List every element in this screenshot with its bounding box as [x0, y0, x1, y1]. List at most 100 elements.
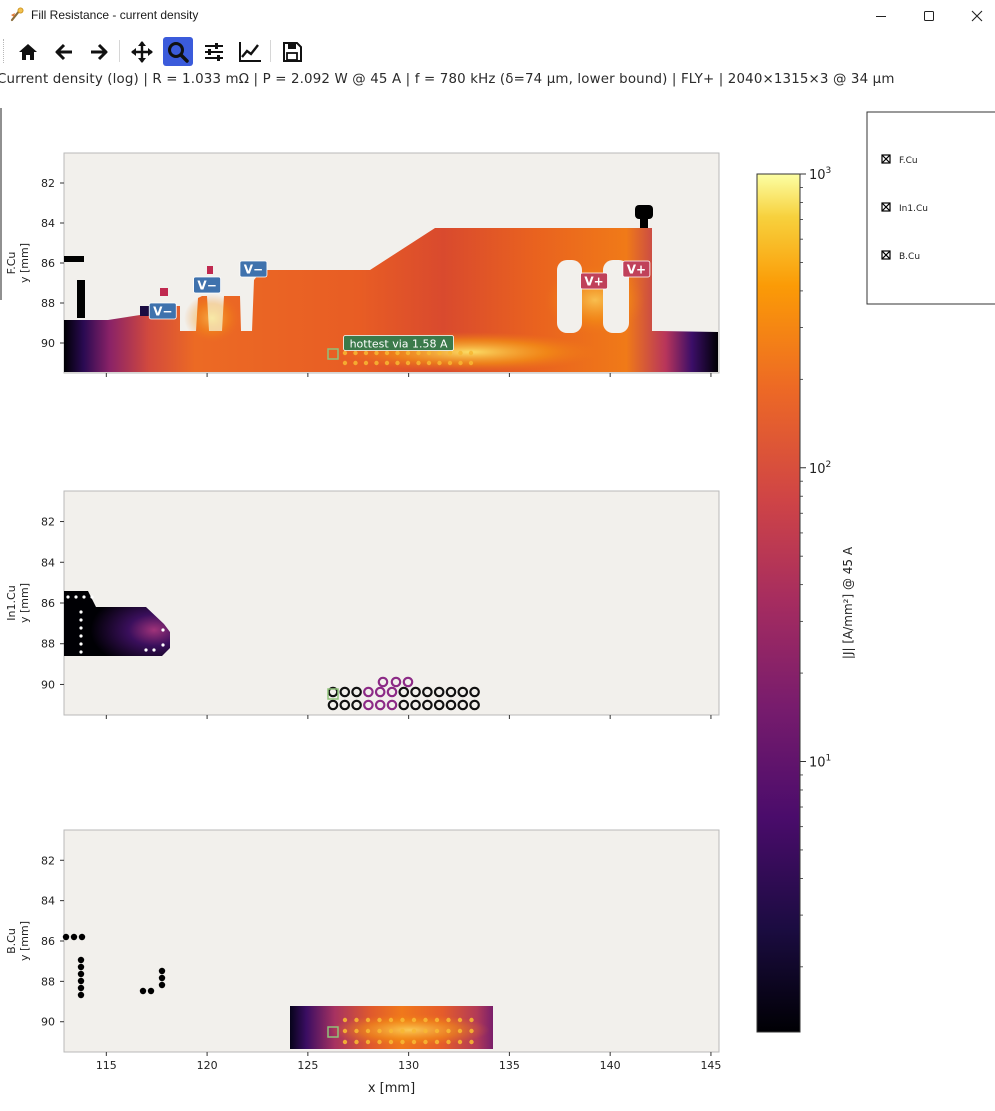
- via-dot: [388, 1017, 394, 1023]
- label-box: [148, 302, 177, 320]
- via-ring: [410, 699, 421, 711]
- pad-dot: [77, 963, 85, 971]
- pad-dot: [70, 933, 78, 941]
- y-tick-label: 86: [41, 257, 55, 270]
- voltage-probe-label: V−: [193, 276, 221, 294]
- via-dot: [363, 360, 369, 366]
- via-dot: [457, 1039, 463, 1045]
- forward-button[interactable]: [84, 37, 114, 66]
- hottest-via-marker: [327, 348, 339, 360]
- bcu-via-array: [342, 1017, 474, 1045]
- sliders-icon: [205, 42, 223, 61]
- via-ring: [377, 676, 389, 688]
- via-dot: [79, 626, 83, 630]
- close-button[interactable]: [954, 0, 995, 32]
- label-box: [193, 276, 221, 294]
- y-tick-label: 82: [41, 516, 55, 529]
- via-dot: [468, 350, 474, 356]
- save-icon: [283, 41, 302, 62]
- hottest-via-label: hottest via 1.58 A: [343, 335, 454, 351]
- maximize-button[interactable]: [906, 0, 952, 32]
- via-ring: [433, 699, 445, 711]
- via-ring: [398, 686, 410, 698]
- back-button[interactable]: [49, 37, 79, 66]
- edit-axes-button[interactable]: [235, 37, 265, 66]
- y-tick-label: 82: [41, 854, 55, 867]
- via-dot: [458, 360, 463, 366]
- y-axis-label: y [mm]: [18, 921, 31, 961]
- via-dot: [437, 350, 442, 356]
- via-dot: [437, 360, 442, 366]
- via-ring: [363, 699, 374, 711]
- x-tick-label: 140: [600, 1059, 621, 1072]
- legend-marker-icon: [881, 250, 891, 260]
- via-dot: [458, 350, 463, 356]
- voltage-probe-label: V+: [622, 260, 651, 278]
- via-ring: [445, 699, 457, 711]
- via-dot: [161, 643, 165, 647]
- pan-button[interactable]: [127, 37, 157, 66]
- via-dot: [434, 1028, 440, 1034]
- via-dot: [79, 618, 83, 622]
- via-ring: [469, 686, 480, 698]
- fcu-cutout: [603, 260, 629, 333]
- via-dot: [79, 642, 83, 646]
- toolbar-separator: [270, 40, 271, 62]
- via-dot: [79, 610, 83, 614]
- configure-subplots-button[interactable]: [199, 37, 229, 66]
- via-ring: [363, 686, 374, 698]
- via-dot: [423, 1017, 428, 1023]
- via-dot: [405, 360, 411, 366]
- via-dot: [354, 1039, 359, 1045]
- via-dot: [377, 1017, 382, 1023]
- figure-canvas[interactable]: V− V− V− V+ V+ hottest via 1.58 A 82 84 86 88 90 F…: [0, 94, 995, 1111]
- via-dot: [411, 1017, 417, 1023]
- y-tick-label: 84: [41, 217, 55, 230]
- y-axis-label: y [mm]: [18, 583, 31, 623]
- toolbar-grip[interactable]: [3, 39, 7, 63]
- pad-dot: [62, 933, 70, 941]
- colorbar-gradient: [756, 173, 801, 1033]
- subplot-fcu[interactable]: V− V− V− V+ V+ hottest via 1.58 A 82 84 86 88 90 F…: [5, 152, 720, 377]
- y-tick-label: 84: [41, 556, 55, 569]
- y-axis-layer-label: B.Cu: [5, 928, 18, 954]
- via-dot: [469, 1039, 474, 1045]
- via-dot: [411, 1028, 417, 1034]
- label-box: [580, 272, 608, 290]
- home-button[interactable]: [13, 37, 43, 66]
- via-dot: [426, 350, 432, 356]
- legend[interactable]: F.Cu In1.Cu B.Cu: [866, 111, 995, 305]
- via-ring: [457, 699, 469, 711]
- label-text: V−: [197, 279, 216, 293]
- y-tick-label: 84: [41, 895, 55, 908]
- pad-dot: [158, 974, 166, 982]
- via-dot: [82, 595, 86, 599]
- legend-item[interactable]: F.Cu: [881, 154, 918, 166]
- via-dot: [342, 1017, 348, 1023]
- subplot-bcu[interactable]: 82 84 86 88 90 115 120 125 130 135 140 145 B.Cu y [mm…: [5, 829, 721, 1096]
- zoom-icon: [168, 41, 189, 63]
- pad-dot: [147, 987, 155, 995]
- fcu-pad: [635, 205, 653, 219]
- via-ring: [339, 686, 351, 698]
- legend-item[interactable]: B.Cu: [881, 250, 920, 262]
- zoom-button[interactable]: [163, 37, 193, 66]
- pad-dot: [77, 970, 85, 978]
- via-dot: [388, 1028, 394, 1034]
- minimize-button[interactable]: [858, 0, 904, 32]
- move-icon: [131, 40, 153, 63]
- legend-item[interactable]: In1.Cu: [881, 202, 928, 214]
- pad-dot: [77, 956, 85, 964]
- y-tick-label: 82: [41, 177, 55, 190]
- save-button[interactable]: [277, 37, 307, 66]
- legend-marker-cross: [881, 202, 891, 212]
- via-ring: [374, 686, 386, 698]
- via-ring: [374, 699, 386, 711]
- via-dot: [342, 360, 348, 366]
- voltage-probe-label: V−: [148, 302, 177, 320]
- via-ring: [398, 699, 410, 711]
- colorbar[interactable]: 103 102 101 |J| [A/mm²] @ 45 A: [756, 166, 855, 1033]
- via-ring: [327, 699, 339, 711]
- via-dot: [377, 1028, 382, 1034]
- subplot-in1cu[interactable]: 82 84 86 88 90 In1.Cu y [mm]: [5, 490, 720, 719]
